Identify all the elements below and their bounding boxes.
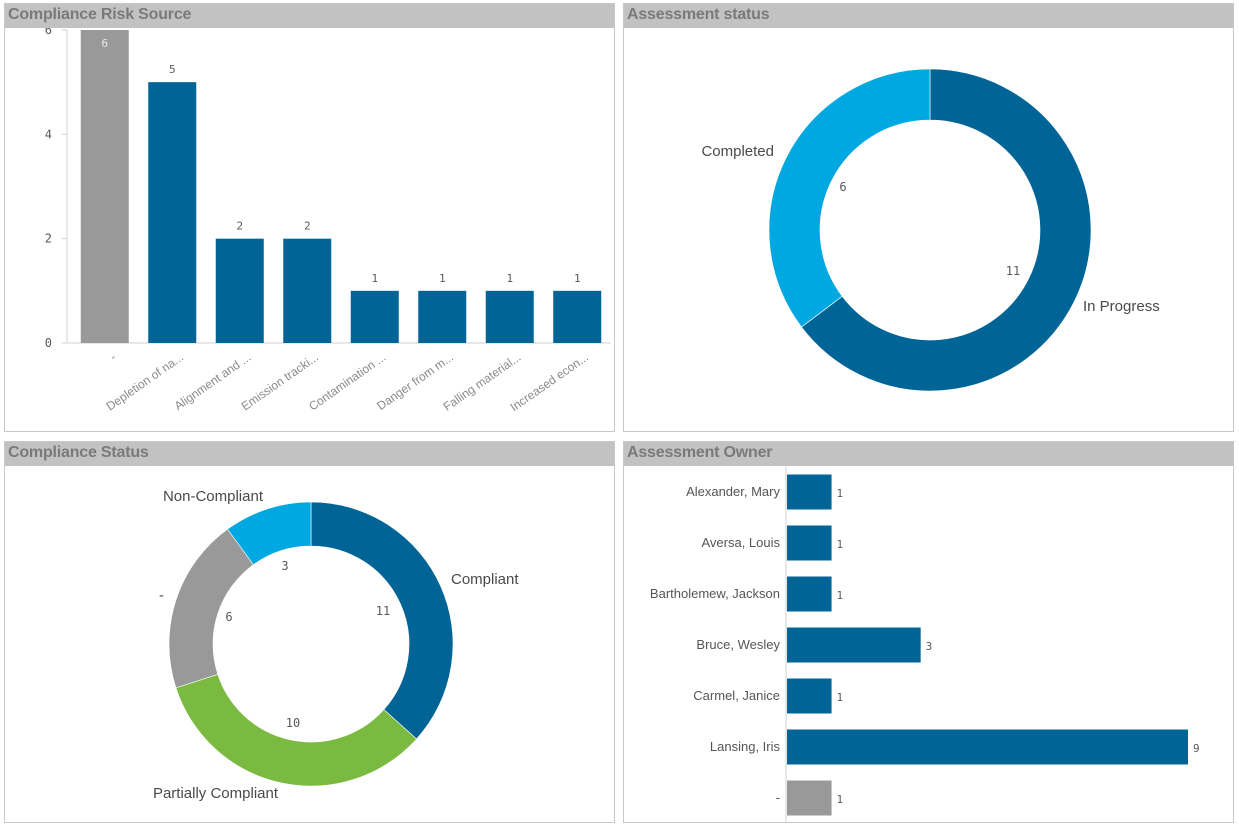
bar (787, 525, 832, 561)
panel-title: Compliance Status (8, 444, 149, 461)
data-label: 1 (837, 487, 844, 500)
assessment-owner-chart: 1 Alexander, Mary 1 Aversa, Louis 1 Bartholem… (650, 466, 1200, 822)
data-label: 1 (837, 589, 844, 602)
panel-header: Assessment status (624, 4, 1233, 28)
bar (485, 290, 534, 343)
panel-header: Compliance Risk Source (5, 4, 614, 28)
donut-slice (168, 528, 254, 689)
slice-category-label: Non-Compliant (163, 488, 264, 505)
slice-value-label: 3 (281, 559, 288, 573)
slice-category-label: - (159, 587, 164, 604)
slice-category-label: Partially Compliant (153, 785, 279, 802)
category-label: - (776, 790, 780, 805)
donut-slice (227, 501, 312, 566)
slice-value-label: 6 (225, 610, 232, 624)
y-tick-label: 0 (45, 336, 52, 350)
y-tick-label: 4 (45, 127, 52, 141)
donut-slice (801, 68, 1092, 392)
category-label: Alexander, Mary (686, 484, 780, 499)
y-tick-label: 6 (45, 28, 52, 37)
data-label: 1 (574, 272, 581, 285)
bar (787, 678, 832, 714)
data-label: 1 (439, 272, 446, 285)
compliance-status-chart: 11 Compliant 10 Partially Compliant 6 - 3 Non-C… (153, 488, 519, 802)
y-tick-label: 2 (45, 232, 52, 246)
bar (787, 474, 832, 510)
category-label: Aversa, Louis (701, 535, 780, 550)
donut-slice (175, 673, 417, 787)
slice-category-label: Completed (701, 143, 774, 160)
assessment-owner-panel: Assessment Owner 1 Alexander, Mary 1 Aversa… (623, 441, 1234, 823)
slice-value-label: 10 (286, 716, 300, 730)
bar (350, 290, 399, 343)
bar (787, 627, 921, 663)
bar (787, 729, 1188, 765)
panel-header: Compliance Status (5, 442, 614, 466)
donut-slice (768, 68, 931, 328)
data-label: 5 (169, 63, 176, 76)
slice-value-label: 6 (839, 180, 846, 194)
slice-category-label: Compliant (451, 571, 519, 588)
category-label: Lansing, Iris (710, 739, 781, 754)
slice-value-label: 11 (1006, 264, 1020, 278)
data-label: 1 (837, 538, 844, 551)
data-label: 6 (101, 37, 108, 50)
bar (553, 290, 602, 343)
slice-value-label: 11 (376, 604, 390, 618)
data-label: 1 (837, 793, 844, 806)
x-tick-label: - (107, 350, 118, 364)
panel-title: Compliance Risk Source (8, 6, 192, 23)
assessment-status-panel: Assessment status 11 In Progress 6 Complete… (623, 3, 1234, 432)
bar (787, 576, 832, 612)
panel-header: Assessment Owner (624, 442, 1233, 466)
slice-category-label: In Progress (1083, 298, 1160, 315)
data-label: 9 (1193, 742, 1200, 755)
category-label: Bartholemew, Jackson (650, 586, 780, 601)
compliance-status-panel: Compliance Status 11 Compliant 10 Partially… (4, 441, 615, 823)
panel-title: Assessment Owner (627, 444, 773, 461)
bar (148, 82, 197, 343)
bar (418, 290, 467, 343)
data-label: 3 (926, 640, 933, 653)
risk-source-panel: Compliance Risk Source 0 2 4 6 6-5 Depletion … (4, 3, 615, 432)
category-label: Bruce, Wesley (696, 637, 780, 652)
donut-slice (310, 501, 454, 740)
data-label: 2 (304, 220, 311, 233)
bar (80, 30, 129, 343)
bar (283, 238, 332, 343)
data-label: 1 (506, 272, 513, 285)
panel-title: Assessment status (627, 6, 770, 23)
data-label: 2 (236, 220, 243, 233)
data-label: 1 (371, 272, 378, 285)
data-label: 1 (837, 691, 844, 704)
category-label: Carmel, Janice (693, 688, 780, 703)
bar (215, 238, 264, 343)
bar (787, 780, 832, 816)
assessment-status-chart: 11 In Progress 6 Completed (701, 68, 1160, 392)
